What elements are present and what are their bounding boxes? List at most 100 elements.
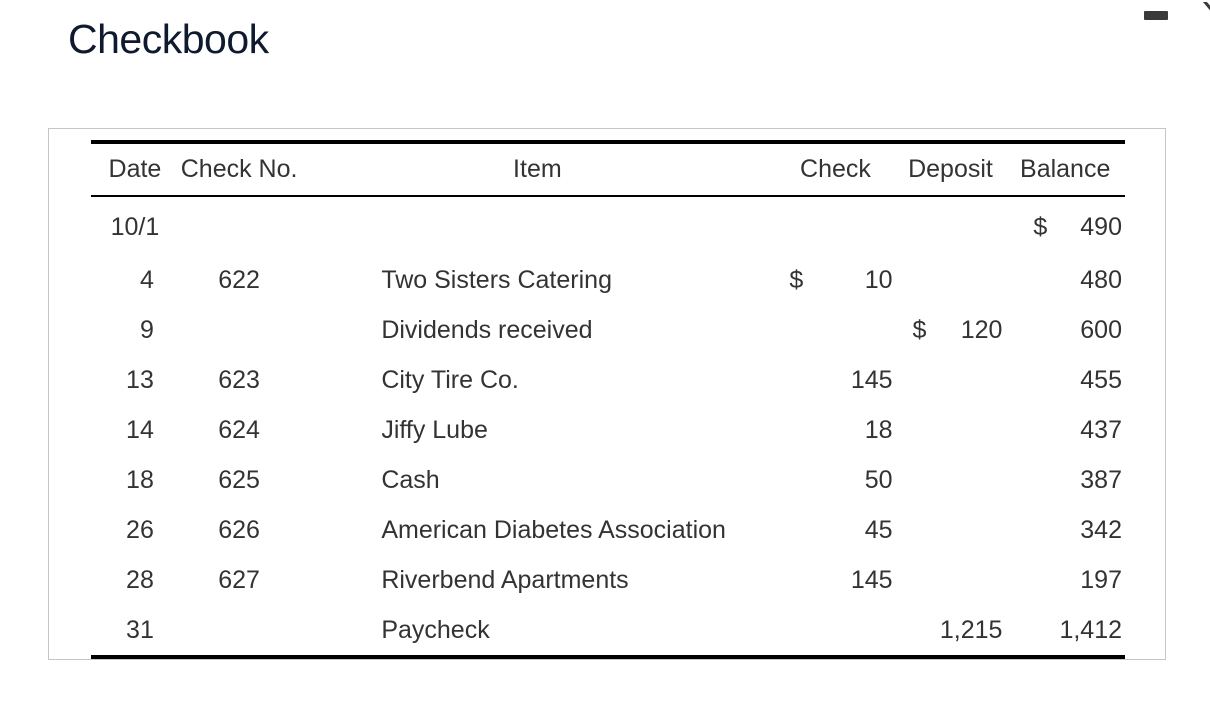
amount: 145 (850, 565, 893, 594)
money-value: $490 (1005, 213, 1125, 242)
cell-balance-amount: 197 (1005, 555, 1125, 605)
header-deposit: Deposit (895, 142, 1006, 197)
cell-date: 10/1 (110, 213, 160, 241)
cell-item (299, 196, 775, 255)
cell-balance-amount: $490 (1005, 196, 1125, 255)
cell-check-no (179, 305, 299, 355)
cell-check-no: 624 (218, 415, 260, 444)
amount: 45 (864, 515, 893, 544)
header-row: Date Check No. Item Check Deposit Balanc… (91, 142, 1125, 197)
money-value: 342 (1005, 516, 1125, 545)
close-icon[interactable] (1200, 2, 1210, 30)
cell-date: 13 (126, 365, 154, 394)
cell-balance-amount: 1,412 (1005, 605, 1125, 657)
header-check-no: Check No. (178, 142, 300, 197)
currency-sign: $ (789, 265, 804, 294)
cell-check-amount: 145 (775, 555, 895, 605)
cell-check-no (179, 605, 299, 657)
header-item: Item (299, 142, 776, 197)
money-value: $10 (775, 266, 895, 295)
checkbook-table: Date Check No. Item Check Deposit Balanc… (91, 140, 1125, 659)
cell-deposit-amount (896, 555, 1006, 605)
currency-sign: $ (1033, 213, 1048, 241)
header-date: Date (91, 142, 179, 197)
cell-deposit-amount: 1,215 (896, 605, 1006, 657)
money-value: 50 (775, 466, 895, 495)
table-row: 14 624 Jiffy Lube 18 437 (91, 405, 1125, 455)
cell-item: Cash (381, 465, 440, 494)
money-value: 145 (775, 366, 895, 395)
amount: 1,215 (939, 615, 1003, 644)
cell-check-no: 627 (218, 565, 260, 594)
amount: 480 (1080, 265, 1122, 294)
money-value: $120 (896, 316, 1006, 345)
cell-check-amount: 50 (775, 455, 895, 505)
minimize-icon[interactable] (1144, 11, 1168, 20)
cell-check-amount (775, 196, 895, 255)
cell-item: Jiffy Lube (381, 415, 488, 444)
table-row: 10/1 $490 (91, 196, 1125, 255)
cell-item: City Tire Co. (381, 365, 519, 394)
cell-deposit-amount (896, 405, 1006, 455)
cell-deposit-amount (896, 505, 1006, 555)
header-check: Check (775, 142, 896, 197)
page-title: Checkbook (68, 16, 269, 62)
cell-date: 26 (126, 515, 154, 544)
cell-check-amount: 45 (775, 505, 895, 555)
cell-date: 31 (126, 615, 154, 644)
amount: 600 (1080, 315, 1122, 344)
cell-date: 4 (139, 265, 154, 294)
amount: 50 (864, 465, 893, 494)
table-row: 18 625 Cash 50 387 (91, 455, 1125, 505)
table-row: 9 Dividends received $120 600 (91, 305, 1125, 355)
table-row: 13 623 City Tire Co. 145 455 (91, 355, 1125, 405)
cell-check-no: 622 (218, 265, 260, 294)
cell-item: Two Sisters Catering (381, 265, 612, 294)
table-body: 10/1 $490 4 622 Two Sisters Catering $10 480 9 D… (91, 196, 1125, 657)
cell-balance-amount: 480 (1005, 255, 1125, 305)
cell-check-amount (775, 605, 895, 657)
currency-sign: $ (912, 315, 927, 344)
cell-deposit-amount: $120 (896, 305, 1006, 355)
cell-check-amount: 18 (775, 405, 895, 455)
cell-check-no: 626 (218, 515, 260, 544)
amount: 145 (850, 365, 893, 394)
cell-balance-amount: 600 (1005, 305, 1125, 355)
money-value: 18 (775, 416, 895, 445)
money-value: 45 (775, 516, 895, 545)
cell-item: Dividends received (381, 315, 593, 344)
amount: 455 (1080, 365, 1122, 394)
amount: 387 (1080, 465, 1122, 494)
amount: 120 (960, 315, 1003, 344)
money-value: 480 (1005, 266, 1125, 295)
cell-item: Riverbend Apartments (381, 565, 629, 594)
cell-deposit-amount (896, 255, 1006, 305)
table-header: Date Check No. Item Check Deposit Balanc… (91, 142, 1125, 197)
cell-balance-amount: 437 (1005, 405, 1125, 455)
money-value: 455 (1005, 366, 1125, 395)
money-value: 1,215 (896, 616, 1006, 645)
amount: 437 (1080, 415, 1122, 444)
table-row: 28 627 Riverbend Apartments 145 197 (91, 555, 1125, 605)
cell-check-no: 625 (218, 465, 260, 494)
money-value: 600 (1005, 316, 1125, 345)
cell-deposit-amount (896, 455, 1006, 505)
cell-date: 9 (139, 315, 154, 344)
amount: 197 (1080, 565, 1122, 594)
cell-date: 14 (126, 415, 154, 444)
checkbook-panel (48, 128, 1166, 660)
cell-balance-amount: 387 (1005, 455, 1125, 505)
cell-deposit-amount (896, 196, 1006, 255)
amount: 18 (864, 415, 893, 444)
money-value: 437 (1005, 416, 1125, 445)
cell-check-amount (775, 305, 895, 355)
cell-check-amount: 145 (775, 355, 895, 405)
cell-check-no (179, 196, 299, 255)
header-balance: Balance (1005, 142, 1125, 197)
cell-item: American Diabetes Association (381, 515, 726, 544)
table-row: 26 626 American Diabetes Association 45 342 (91, 505, 1125, 555)
amount: 490 (1080, 213, 1122, 241)
amount: 10 (864, 265, 893, 294)
amount: 342 (1080, 515, 1122, 544)
cell-date: 28 (126, 565, 154, 594)
